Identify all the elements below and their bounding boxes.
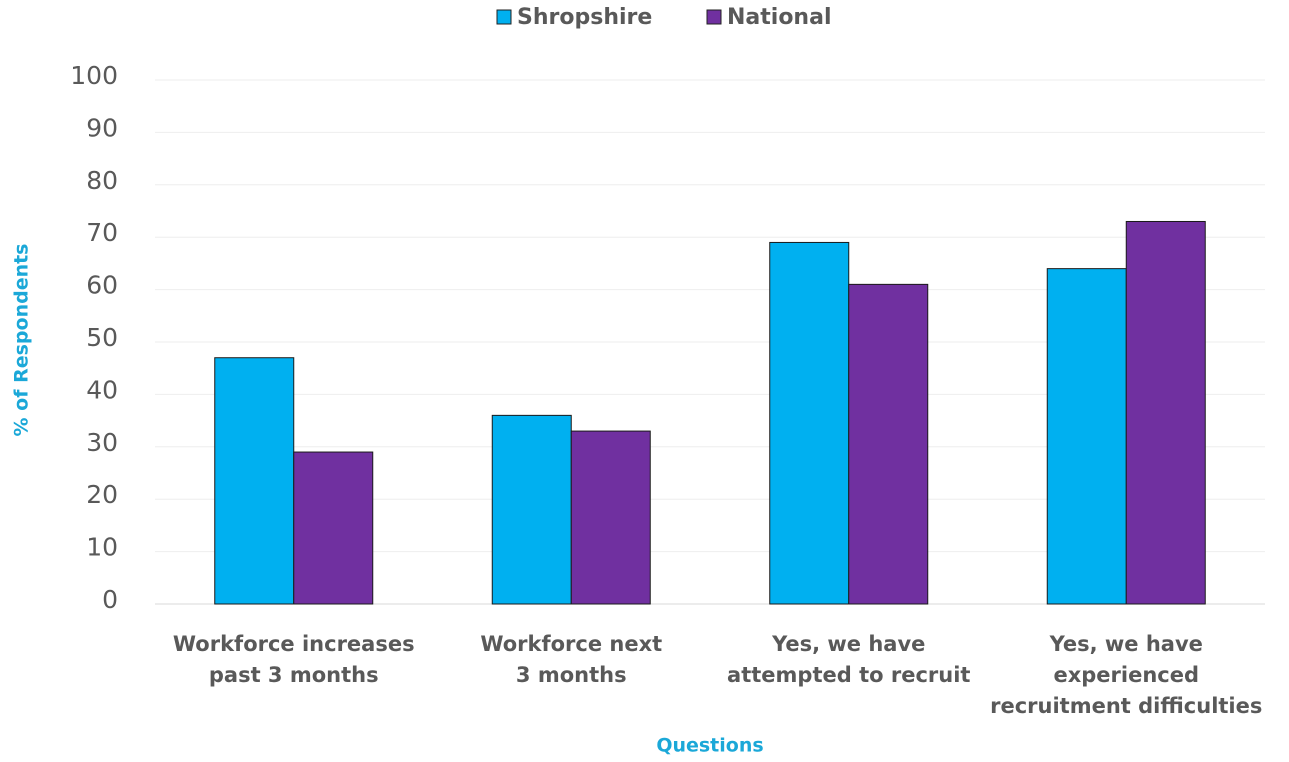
y-tick-label: 20: [86, 480, 118, 509]
y-tick-label: 10: [86, 533, 118, 562]
x-tick-label-line: experienced: [1053, 663, 1199, 687]
y-axis-label: % of Respondents: [11, 244, 33, 437]
y-tick-label: 30: [86, 428, 118, 457]
x-tick-label-line: Yes, we have: [771, 632, 925, 656]
legend-label: Shropshire: [517, 5, 652, 30]
bar: [293, 451, 374, 605]
bar: [491, 414, 572, 605]
x-axis-label: Questions: [656, 735, 763, 757]
y-tick-label: 0: [102, 585, 118, 614]
y-tick-label: 90: [86, 113, 118, 142]
x-tick-label-line: Workforce increases: [173, 632, 415, 656]
x-tick-label-line: attempted to recruit: [727, 663, 970, 687]
bar: [570, 430, 651, 605]
y-tick-label: 50: [86, 323, 118, 352]
bar: [1125, 220, 1206, 605]
y-tick-label: 60: [86, 271, 118, 300]
bar: [848, 283, 929, 605]
x-tick-label: Workforce next 3 months: [480, 632, 662, 687]
y-tick-label: 40: [86, 375, 118, 404]
legend-label: National: [727, 5, 831, 30]
y-tick-label: 70: [86, 218, 118, 247]
bar: [769, 241, 850, 605]
x-tick-label-line: 3 months: [516, 663, 627, 687]
bar: [214, 357, 295, 605]
x-tick-label: Yes, we have attempted to recruit: [727, 632, 970, 687]
y-tick-label: 100: [70, 61, 118, 90]
legend-swatch: [496, 9, 512, 25]
x-tick-label: Yes, we have experienced recruitment diffi…: [990, 632, 1262, 718]
bar: [1046, 268, 1127, 605]
x-tick-label-line: recruitment difficulties: [990, 694, 1262, 718]
x-tick-label-line: past 3 months: [209, 663, 379, 687]
x-tick-label-line: Workforce next: [480, 632, 662, 656]
x-tick-label: Workforce increases past 3 months: [173, 632, 415, 687]
x-tick-label-line: Yes, we have: [1049, 632, 1203, 656]
y-tick-label: 80: [86, 166, 118, 195]
legend-swatch: [706, 9, 722, 25]
